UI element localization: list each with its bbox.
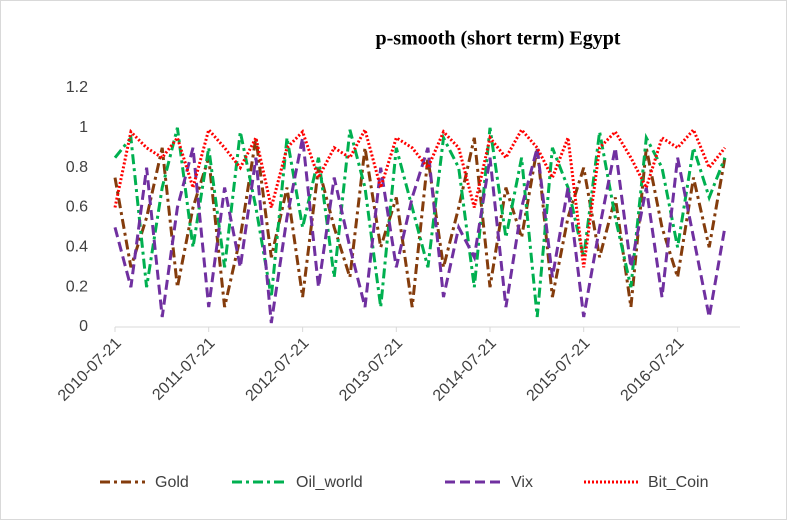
chart-title: p-smooth (short term) Egypt: [376, 28, 621, 50]
legend-label: Vix: [511, 474, 533, 491]
y-tick-label: 1.2: [66, 79, 88, 96]
y-tick-label: 1: [79, 119, 88, 136]
y-tick-label: 0.8: [66, 159, 88, 176]
y-tick-label: 0.2: [66, 278, 88, 295]
series-line: [113, 127, 727, 318]
series-line: [113, 125, 727, 268]
y-tick-label: 0.6: [66, 199, 88, 216]
legend-label: Bit_Coin: [648, 474, 708, 491]
y-tick-label: 0.4: [66, 239, 88, 256]
legend-label: Gold: [155, 474, 189, 491]
series-line: [113, 137, 727, 324]
y-tick-label: 0: [79, 318, 88, 335]
legend-label: Oil_world: [296, 474, 363, 491]
